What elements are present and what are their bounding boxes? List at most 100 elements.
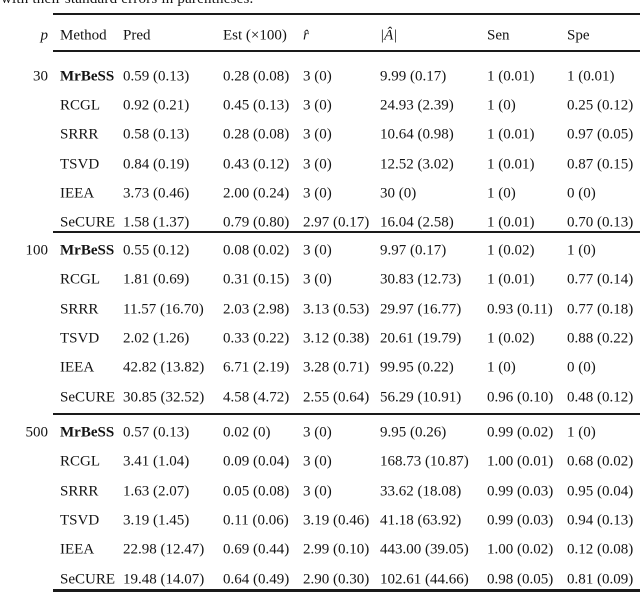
cell-ahat: 9.99 (0.17)	[380, 68, 447, 85]
cell-rhat: 2.97 (0.17)	[303, 214, 370, 231]
cell-sen: 0.93 (0.11)	[487, 301, 553, 318]
cell-spe: 0 (0)	[567, 359, 596, 376]
column-header-rhat: r̂	[303, 27, 309, 44]
cell-rhat: 3 (0)	[303, 453, 332, 470]
cell-est: 0.02 (0)	[223, 424, 271, 441]
cell-spe: 1 (0)	[567, 242, 596, 259]
cell-pred: 0.84 (0.19)	[123, 156, 190, 173]
cell-sen: 1 (0.01)	[487, 271, 535, 288]
cell-sen: 0.99 (0.03)	[487, 483, 554, 500]
cell-pred: 3.19 (1.45)	[123, 512, 190, 529]
table-row: RCGL 3.41 (1.04) 0.09 (0.04) 3 (0) 168.73 (1…	[0, 448, 640, 477]
cell-sen: 1 (0.01)	[487, 156, 535, 173]
group-p-value: 30	[33, 68, 48, 85]
cell-ahat: 30 (0)	[380, 185, 417, 202]
cell-spe: 0.97 (0.05)	[567, 126, 634, 143]
cell-ahat: 29.97 (16.77)	[380, 301, 462, 318]
cell-pred: 42.82 (13.82)	[123, 359, 205, 376]
cell-pred: 22.98 (12.47)	[123, 541, 205, 558]
cell-ahat: 168.73 (10.87)	[380, 453, 469, 470]
cell-pred: 30.85 (32.52)	[123, 389, 205, 406]
table-group-p-100: 100 MrBeSS 0.55 (0.12) 0.08 (0.02) 3 (0) 9.97…	[0, 237, 640, 413]
cell-est: 0.28 (0.08)	[223, 126, 290, 143]
cell-pred: 1.63 (2.07)	[123, 483, 190, 500]
cell-rhat: 3 (0)	[303, 97, 332, 114]
cell-spe: 1 (0)	[567, 424, 596, 441]
cell-method: SeCURE	[60, 214, 116, 231]
table-row: SeCURE 19.48 (14.07) 0.64 (0.49) 2.90 (0.30…	[0, 565, 640, 594]
cell-rhat: 2.99 (0.10)	[303, 541, 370, 558]
cell-ahat: 30.83 (12.73)	[380, 271, 462, 288]
cell-spe: 0.25 (0.12)	[567, 97, 634, 114]
cell-method: SRRR	[60, 483, 99, 500]
cell-method: SeCURE	[60, 389, 116, 406]
cell-ahat: 9.97 (0.17)	[380, 242, 447, 259]
cell-est: 0.69 (0.44)	[223, 541, 290, 558]
cell-rhat: 3 (0)	[303, 68, 332, 85]
cell-spe: 0.48 (0.12)	[567, 389, 634, 406]
cell-pred: 11.57 (16.70)	[123, 301, 204, 318]
cell-sen: 1 (0.01)	[487, 214, 535, 231]
table-row: SRRR 11.57 (16.70) 2.03 (2.98) 3.13 (0.53) 2…	[0, 295, 640, 324]
cell-pred: 1.81 (0.69)	[123, 271, 190, 288]
cell-pred: 2.02 (1.26)	[123, 330, 190, 347]
cell-spe: 0.88 (0.22)	[567, 330, 634, 347]
cell-pred: 0.59 (0.13)	[123, 68, 190, 85]
cell-sen: 1 (0)	[487, 97, 516, 114]
cell-est: 0.31 (0.15)	[223, 271, 290, 288]
cell-sen: 1 (0.02)	[487, 330, 535, 347]
cell-method: SRRR	[60, 301, 99, 318]
column-header-method: Method	[60, 27, 107, 44]
cell-sen: 0.98 (0.05)	[487, 571, 554, 588]
table-rule-group-2	[53, 412, 640, 415]
cell-sen: 1 (0.02)	[487, 242, 535, 259]
table-row: RCGL 1.81 (0.69) 0.31 (0.15) 3 (0) 30.83 (12…	[0, 266, 640, 295]
cell-sen: 0.99 (0.03)	[487, 512, 554, 529]
cell-spe: 0.68 (0.02)	[567, 453, 634, 470]
table-caption-fragment: with their standard errors in parenthese…	[1, 0, 254, 8]
column-header-p: p	[40, 27, 49, 44]
table-group-p-30: 30 MrBeSS 0.59 (0.13) 0.28 (0.08) 3 (0) 9.99 …	[0, 62, 640, 238]
cell-rhat: 3.12 (0.38)	[303, 330, 370, 347]
cell-est: 0.09 (0.04)	[223, 453, 290, 470]
table-row: SeCURE 30.85 (32.52) 4.58 (4.72) 2.55 (0.64…	[0, 383, 640, 412]
cell-rhat: 3.28 (0.71)	[303, 359, 370, 376]
cell-spe: 0.77 (0.14)	[567, 271, 634, 288]
cell-rhat: 3 (0)	[303, 126, 332, 143]
cell-method: IEEA	[60, 185, 95, 202]
cell-spe: 0.81 (0.09)	[567, 571, 634, 588]
cell-rhat: 3.19 (0.46)	[303, 512, 370, 529]
cell-pred: 3.41 (1.04)	[123, 453, 190, 470]
cell-pred: 0.57 (0.13)	[123, 424, 190, 441]
cell-ahat: 24.93 (2.39)	[380, 97, 454, 114]
cell-est: 0.43 (0.12)	[223, 156, 290, 173]
cell-spe: 0 (0)	[567, 185, 596, 202]
cell-pred: 0.58 (0.13)	[123, 126, 190, 143]
cell-method: TSVD	[60, 512, 100, 529]
cell-pred: 3.73 (0.46)	[123, 185, 190, 202]
cell-est: 0.28 (0.08)	[223, 68, 290, 85]
cell-rhat: 3 (0)	[303, 185, 332, 202]
cell-rhat: 3.13 (0.53)	[303, 301, 370, 318]
cell-method: RCGL	[60, 453, 101, 470]
table-rule-below-header	[53, 50, 640, 53]
cell-est: 2.03 (2.98)	[223, 301, 290, 318]
table-row: IEEA 3.73 (0.46) 2.00 (0.24) 3 (0) 30 (0) 1 (…	[0, 179, 640, 208]
cell-est: 0.64 (0.49)	[223, 571, 290, 588]
cell-rhat: 3 (0)	[303, 483, 332, 500]
table-row: SRRR 1.63 (2.07) 0.05 (0.08) 3 (0) 33.62 (18…	[0, 477, 640, 506]
cell-sen: 0.99 (0.02)	[487, 424, 554, 441]
cell-spe: 0.94 (0.13)	[567, 512, 634, 529]
cell-ahat: 20.61 (19.79)	[380, 330, 462, 347]
cell-est: 0.79 (0.80)	[223, 214, 290, 231]
column-header-est: Est (×100)	[223, 27, 287, 44]
cell-est: 0.11 (0.06)	[223, 512, 289, 529]
table-row: IEEA 22.98 (12.47) 0.69 (0.44) 2.99 (0.10) 4…	[0, 536, 640, 565]
cell-est: 4.58 (4.72)	[223, 389, 290, 406]
table-rule-top	[53, 12, 640, 16]
cell-est: 0.05 (0.08)	[223, 483, 290, 500]
group-p-value: 100	[25, 242, 49, 259]
table-row: TSVD 3.19 (1.45) 0.11 (0.06) 3.19 (0.46) 41.…	[0, 506, 640, 535]
cell-method: TSVD	[60, 156, 100, 173]
